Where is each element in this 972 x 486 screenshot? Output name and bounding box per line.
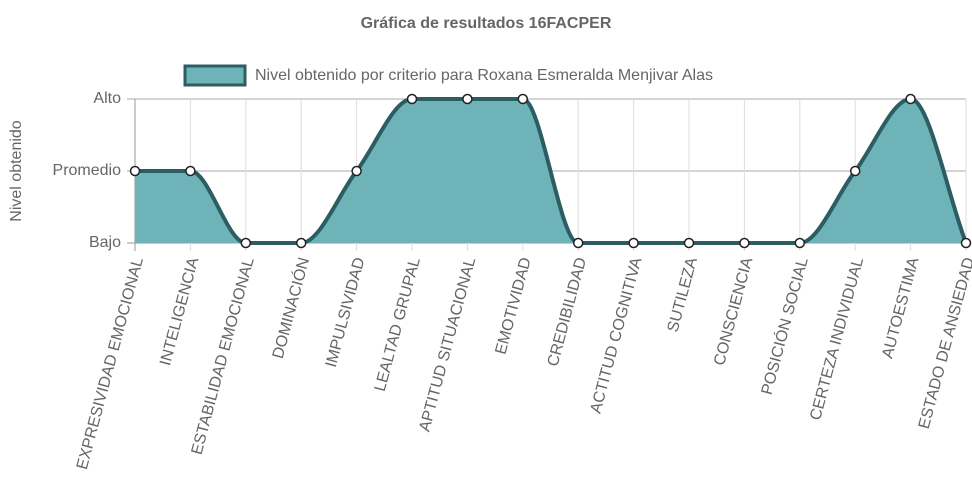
- y-axis-label: Nivel obtenido: [8, 120, 25, 222]
- chart-title: Gráfica de resultados 16FACPER: [361, 15, 612, 32]
- x-tick-label: ESTABILIDAD EMOCIONAL: [189, 256, 258, 457]
- point: [960, 237, 972, 249]
- x-tick-label: CERTEZA INDIVIDUAL: [807, 256, 867, 423]
- x-tick-label: LEALTAD GRUPAL: [372, 256, 424, 394]
- point: [129, 165, 141, 177]
- x-tick-label: ACTITUD COGNITIVA: [588, 255, 646, 415]
- point: [351, 165, 362, 177]
- x-tick-label: EXPRESIVIDAD EMOCIONAL: [74, 256, 147, 472]
- y-tick-label: Promedio: [53, 162, 122, 179]
- x-tick-label: INTELIGENCIA: [157, 255, 202, 367]
- point: [794, 237, 806, 249]
- x-tick-label: SUTILEZA: [665, 255, 701, 334]
- x-tick-label: EMOTIVIDAD: [493, 256, 535, 357]
- point: [295, 237, 307, 249]
- y-tick-label: Alto: [93, 90, 121, 107]
- point: [185, 165, 196, 177]
- point: [572, 237, 584, 249]
- x-tick-label: POSICIÓN SOCIAL: [757, 255, 812, 397]
- point: [240, 237, 252, 249]
- y-tick-label: Bajo: [89, 234, 121, 251]
- point: [905, 93, 916, 105]
- x-tick-label: CONSCIENCIA: [711, 255, 756, 367]
- x-tick-label: ESTADO DE ANSIEDAD: [916, 256, 972, 431]
- x-tick-label: DOMINACIÓN: [268, 255, 313, 360]
- x-tick-label: CREDIBILIDAD: [545, 256, 590, 369]
- x-tick-label: IMPULSIVIDAD: [323, 256, 369, 369]
- legend-swatch: [183, 64, 247, 87]
- legend-label: Nivel obtenido por criterio para Roxana …: [255, 67, 713, 84]
- x-tick-label: AUTOESTIMA: [879, 255, 922, 360]
- x-tick-label: APTITUD SITUACIONAL: [416, 256, 479, 434]
- point: [406, 93, 418, 105]
- point: [683, 237, 695, 249]
- point: [739, 237, 750, 249]
- point: [462, 93, 473, 105]
- point: [517, 93, 529, 105]
- point: [628, 237, 639, 249]
- point: [849, 165, 861, 177]
